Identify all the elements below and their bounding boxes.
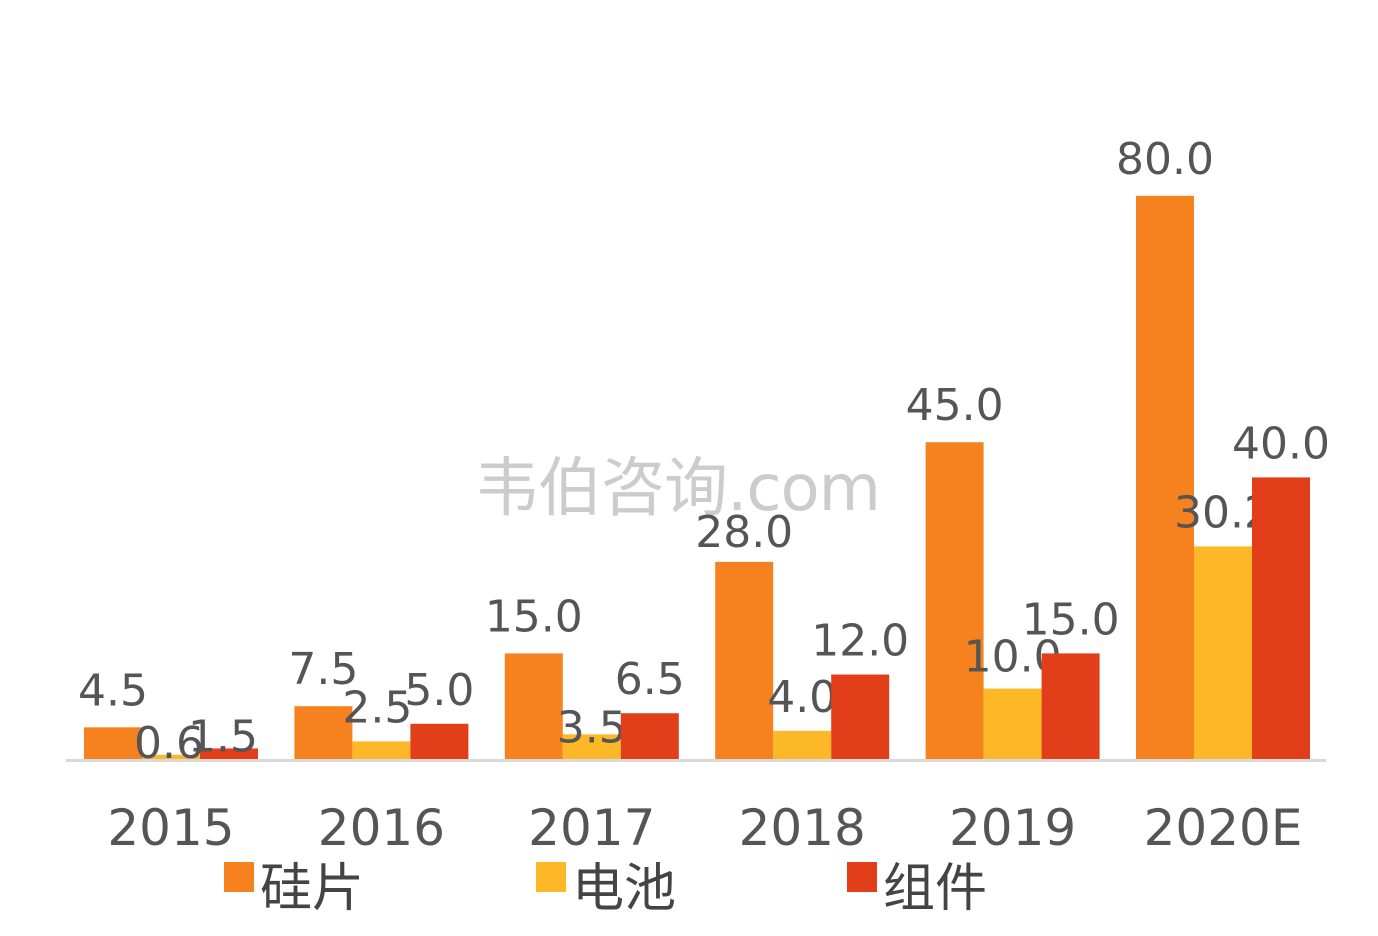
bar <box>620 713 679 759</box>
bar <box>1252 477 1310 759</box>
bar <box>1041 653 1100 759</box>
x-tick-label: 2019 <box>949 799 1076 852</box>
data-label: 2.5 <box>342 682 412 733</box>
legend-item: 硅片 <box>224 856 364 922</box>
data-label: 5.0 <box>404 665 474 716</box>
bar <box>84 727 142 759</box>
bar <box>1194 546 1252 759</box>
bar <box>773 730 832 759</box>
data-label: 12.0 <box>811 616 909 667</box>
data-label: 15.0 <box>1022 594 1120 645</box>
data-label: 6.5 <box>615 654 685 705</box>
chart-plot: 4.50.61.5 2015 7.52.55.0 2016 15.0 3.56.5 2017… <box>66 134 1330 852</box>
legend-swatch <box>847 862 877 892</box>
bar <box>352 741 411 759</box>
bar <box>562 734 621 759</box>
bar <box>410 723 469 759</box>
data-label: 4.5 <box>78 665 148 716</box>
legend-label: 电池 <box>572 859 677 919</box>
data-label: 15.0 <box>485 591 583 642</box>
legend-swatch <box>536 862 566 892</box>
legend-item: 组件 <box>847 856 987 922</box>
bar <box>925 442 984 759</box>
bar <box>504 653 563 759</box>
legend-item: 电池 <box>536 856 676 922</box>
legend-swatch <box>224 862 254 892</box>
bar <box>983 688 1042 759</box>
bar <box>831 674 890 759</box>
x-tick-label: 2017 <box>528 799 655 852</box>
x-tick-label: 2020E <box>1144 799 1303 852</box>
legend: 硅片 电池 组件 <box>0 852 1378 922</box>
data-label: 80.0 <box>1116 134 1214 185</box>
bar <box>142 754 200 759</box>
data-label: 4.0 <box>767 672 837 723</box>
watermark: 韦伯咨询.com <box>475 452 881 526</box>
legend-label: 组件 <box>883 859 988 919</box>
bar <box>1136 195 1194 760</box>
bar <box>715 561 774 759</box>
data-label: 7.5 <box>288 644 358 695</box>
data-label: 3.5 <box>557 702 627 753</box>
bar <box>294 706 353 759</box>
x-tick-label: 2016 <box>318 799 445 852</box>
data-label: 40.0 <box>1232 418 1330 469</box>
data-label: 28.0 <box>695 507 793 558</box>
data-label: 45.0 <box>906 380 1004 431</box>
data-label: 0.6 <box>134 718 204 769</box>
x-tick-label: 2015 <box>107 799 234 852</box>
legend-label: 硅片 <box>260 859 365 919</box>
data-label: 1.5 <box>188 711 258 762</box>
bar <box>200 748 258 759</box>
x-tick-label: 2018 <box>739 799 866 852</box>
